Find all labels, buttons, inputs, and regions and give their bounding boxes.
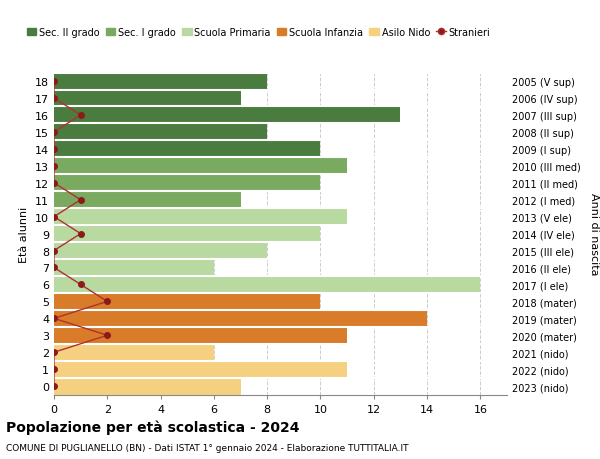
Bar [54, 344, 214, 361]
Bar [54, 378, 241, 395]
Bar [54, 310, 427, 327]
Text: Popolazione per età scolastica - 2024: Popolazione per età scolastica - 2024 [6, 420, 299, 435]
Legend: Sec. II grado, Sec. I grado, Scuola Primaria, Scuola Infanzia, Asilo Nido, Stran: Sec. II grado, Sec. I grado, Scuola Prim… [23, 24, 494, 41]
Bar [54, 242, 267, 259]
Bar [54, 327, 347, 344]
Y-axis label: Età alunni: Età alunni [19, 206, 29, 262]
Bar [54, 107, 400, 124]
Bar [54, 361, 347, 378]
Bar [54, 259, 214, 276]
Bar [54, 90, 241, 107]
Bar [54, 226, 320, 242]
Bar [54, 209, 347, 226]
Bar [54, 293, 320, 310]
Bar [54, 276, 481, 293]
Bar [54, 175, 320, 192]
Y-axis label: Anni di nascita: Anni di nascita [589, 193, 599, 275]
Bar [54, 141, 320, 158]
Text: COMUNE DI PUGLIANELLO (BN) - Dati ISTAT 1° gennaio 2024 - Elaborazione TUTTITALI: COMUNE DI PUGLIANELLO (BN) - Dati ISTAT … [6, 443, 409, 452]
Bar [54, 192, 241, 209]
Bar [54, 158, 347, 175]
Bar [54, 124, 267, 141]
Bar [54, 73, 267, 90]
